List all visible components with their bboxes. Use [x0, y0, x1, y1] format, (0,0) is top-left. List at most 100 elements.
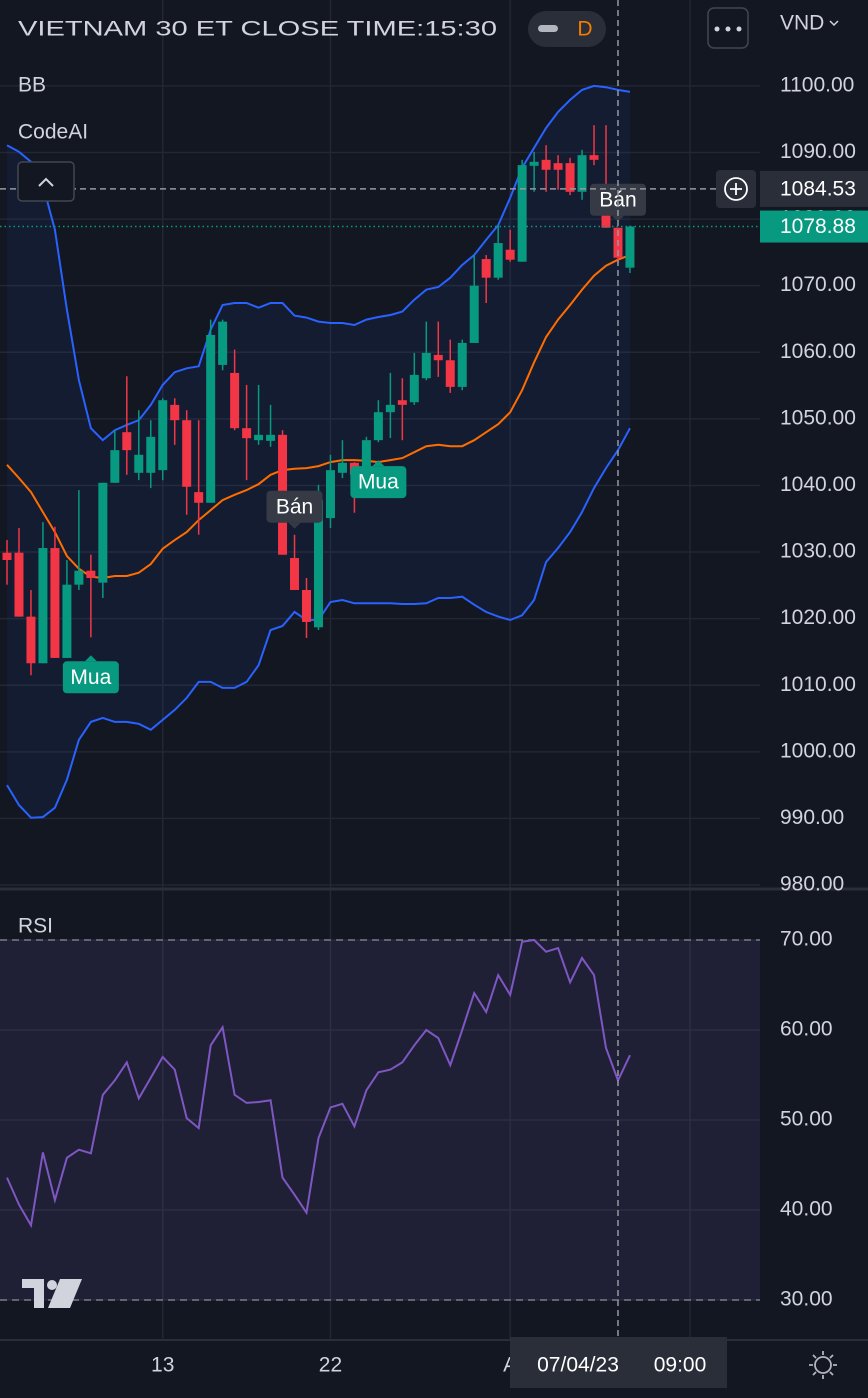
signal-box: [350, 466, 407, 499]
settings-button[interactable]: [809, 1351, 837, 1379]
more-button[interactable]: [707, 7, 749, 49]
signal-label: Mua: [358, 471, 399, 494]
candle-body: [337, 462, 347, 473]
interval-toggle: [538, 25, 558, 32]
signal-pointer: [611, 215, 624, 222]
plus-button[interactable]: [716, 170, 756, 208]
plus-circle: [724, 177, 748, 201]
signal-pointer: [288, 522, 301, 529]
collapse-frame: [17, 161, 75, 202]
dot: [714, 26, 720, 32]
signal-label: Bán: [599, 188, 636, 211]
currency-button[interactable]: VND: [780, 12, 839, 35]
y-tick-label: 1070.00: [780, 273, 856, 296]
candle-body: [445, 360, 455, 387]
signal-pointer: [372, 460, 385, 467]
candle-body: [409, 374, 419, 403]
x-tick-label: 22: [319, 1354, 342, 1377]
y-tick-label: 1050.00: [780, 406, 856, 429]
candle-body: [122, 432, 132, 451]
band-upper: [6, 84, 631, 442]
candle-body: [313, 500, 323, 628]
candle-body: [182, 420, 192, 487]
candle-body: [50, 548, 60, 658]
candle-body: [62, 584, 72, 658]
signal-box: [266, 490, 323, 523]
collapse-chevron: [38, 177, 54, 187]
candle-body: [577, 155, 587, 192]
logo-t: [22, 1279, 44, 1308]
candle-body: [385, 404, 395, 413]
y-tick-label: 30.00: [780, 1288, 833, 1311]
candle-body: [433, 354, 443, 361]
y-tick-label: 60.00: [780, 1018, 833, 1041]
signal-box: [62, 661, 119, 694]
y-tick-label: 1010.00: [780, 673, 856, 696]
last-price-label: 1078.88: [780, 215, 856, 238]
candle-body: [397, 400, 407, 405]
candle-body: [481, 259, 491, 278]
candle-body: [266, 434, 276, 441]
rsi-line: [6, 938, 631, 1229]
collapse-button[interactable]: [17, 161, 75, 202]
logo-dot: [47, 1280, 57, 1290]
candle-body: [74, 570, 84, 585]
candle-body: [589, 155, 599, 160]
signal-box: [589, 183, 646, 216]
candle-body: [361, 440, 371, 471]
candle-body: [218, 321, 228, 365]
candle-body: [469, 285, 479, 343]
dot: [736, 26, 742, 32]
y-tick-label: 1020.00: [780, 606, 856, 629]
crosshair-time: 09:00: [654, 1354, 707, 1377]
candle-body: [505, 249, 515, 260]
indicator-name: CodeAI: [18, 121, 88, 144]
signal-label: Mua: [70, 666, 111, 689]
candle-body: [254, 434, 264, 441]
candle-body: [194, 492, 204, 503]
candle-body: [86, 570, 96, 579]
candle-body: [134, 454, 144, 473]
candle-body: [625, 226, 635, 268]
logo: [22, 1279, 82, 1308]
candle-body: [302, 590, 311, 622]
candle-body: [206, 334, 216, 503]
signal-label: Bán: [276, 495, 313, 518]
currency-label: VND: [780, 12, 824, 35]
indicator-name: BB: [18, 74, 46, 97]
candle-body: [325, 470, 335, 519]
candle-body: [230, 372, 240, 429]
candle-body: [158, 400, 168, 471]
settings-rays: [809, 1351, 837, 1379]
candle-body: [38, 548, 48, 664]
candle-body: [517, 165, 527, 262]
candle-body: [421, 352, 431, 379]
crosshair-date: 07/04/23: [537, 1354, 619, 1377]
crosshair-price-label: 1084.53: [780, 177, 856, 200]
interval-label: D: [577, 18, 592, 41]
grid-layer: [0, 0, 760, 1340]
y-tick-label: 1030.00: [780, 540, 856, 563]
dot: [725, 26, 731, 32]
candle-body: [290, 558, 300, 590]
interval-button[interactable]: D: [528, 11, 606, 47]
settings-circle: [814, 1356, 832, 1374]
candle-body: [146, 436, 156, 473]
candle-body: [242, 428, 252, 439]
logo-v: [48, 1279, 82, 1308]
crosshair-time-box: [510, 1337, 727, 1388]
y-tick-label: 1060.00: [780, 340, 856, 363]
interval-pill: [528, 11, 606, 47]
rsi-title: RSI: [18, 915, 53, 938]
x-tick-label: 13: [151, 1354, 174, 1377]
band-middle: [6, 254, 631, 580]
y-tick-label: 1040.00: [780, 473, 856, 496]
y-tick-label: 40.00: [780, 1198, 833, 1221]
candle-body: [373, 412, 383, 441]
candle-body: [493, 243, 503, 278]
candle-body: [457, 342, 467, 387]
last-price-box: [760, 210, 868, 243]
